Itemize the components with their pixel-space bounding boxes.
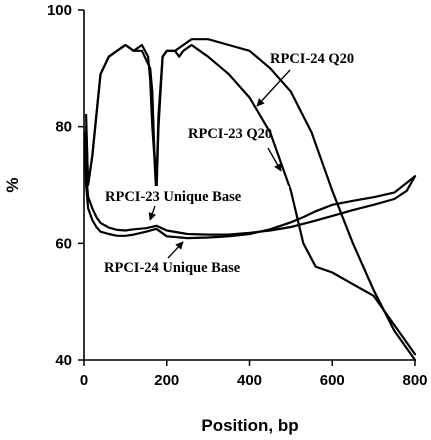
x-tick-label: 800 bbox=[402, 372, 427, 389]
annotation-arrow-rpci23-unique bbox=[148, 205, 157, 221]
annotation-rpci23-q20: RPCI-23 Q20 bbox=[188, 126, 272, 142]
annotation-rpci24-unique-base: RPCI-24 Unique Base bbox=[104, 260, 241, 276]
y-tick-label: 40 bbox=[55, 352, 72, 369]
annotation-arrow-rpci23-q20 bbox=[267, 147, 282, 172]
y-axis-title: % bbox=[3, 177, 22, 192]
annotation-rpci23-unique-base: RPCI-23 Unique Base bbox=[105, 189, 242, 205]
y-tick-label: 60 bbox=[55, 235, 72, 252]
y-tick-label: 80 bbox=[55, 119, 72, 136]
annotation-rpci24-q20: RPCI-24 Q20 bbox=[270, 51, 354, 67]
y-tick-label: 100 bbox=[47, 2, 72, 19]
x-tick-label: 200 bbox=[154, 372, 179, 389]
x-tick-label: 0 bbox=[80, 372, 88, 389]
series-line-rpci-23-q20 bbox=[85, 43, 417, 356]
annotation-arrow-rpci24-unique bbox=[167, 241, 184, 259]
annotation-bg-rpci23-unique bbox=[103, 186, 289, 205]
x-axis-title: Position, bp bbox=[201, 416, 298, 435]
series-line-rpci-23-unique-base bbox=[83, 131, 417, 236]
annotation-layer: RPCI-24 Q20 RPCI-23 Q20 RPCI-23 Unique B… bbox=[103, 51, 354, 276]
x-tick-label: 400 bbox=[237, 372, 262, 389]
series-line-rpci-24-unique-base bbox=[83, 137, 417, 240]
annotation-arrow-rpci24-q20 bbox=[256, 69, 291, 107]
series-layer bbox=[83, 38, 417, 362]
x-tick-label: 600 bbox=[320, 372, 345, 389]
plot-area: 0 200 400 600 800 40 60 80 100 bbox=[47, 2, 428, 389]
tick-layer: 0 200 400 600 800 40 60 80 100 bbox=[47, 2, 428, 389]
